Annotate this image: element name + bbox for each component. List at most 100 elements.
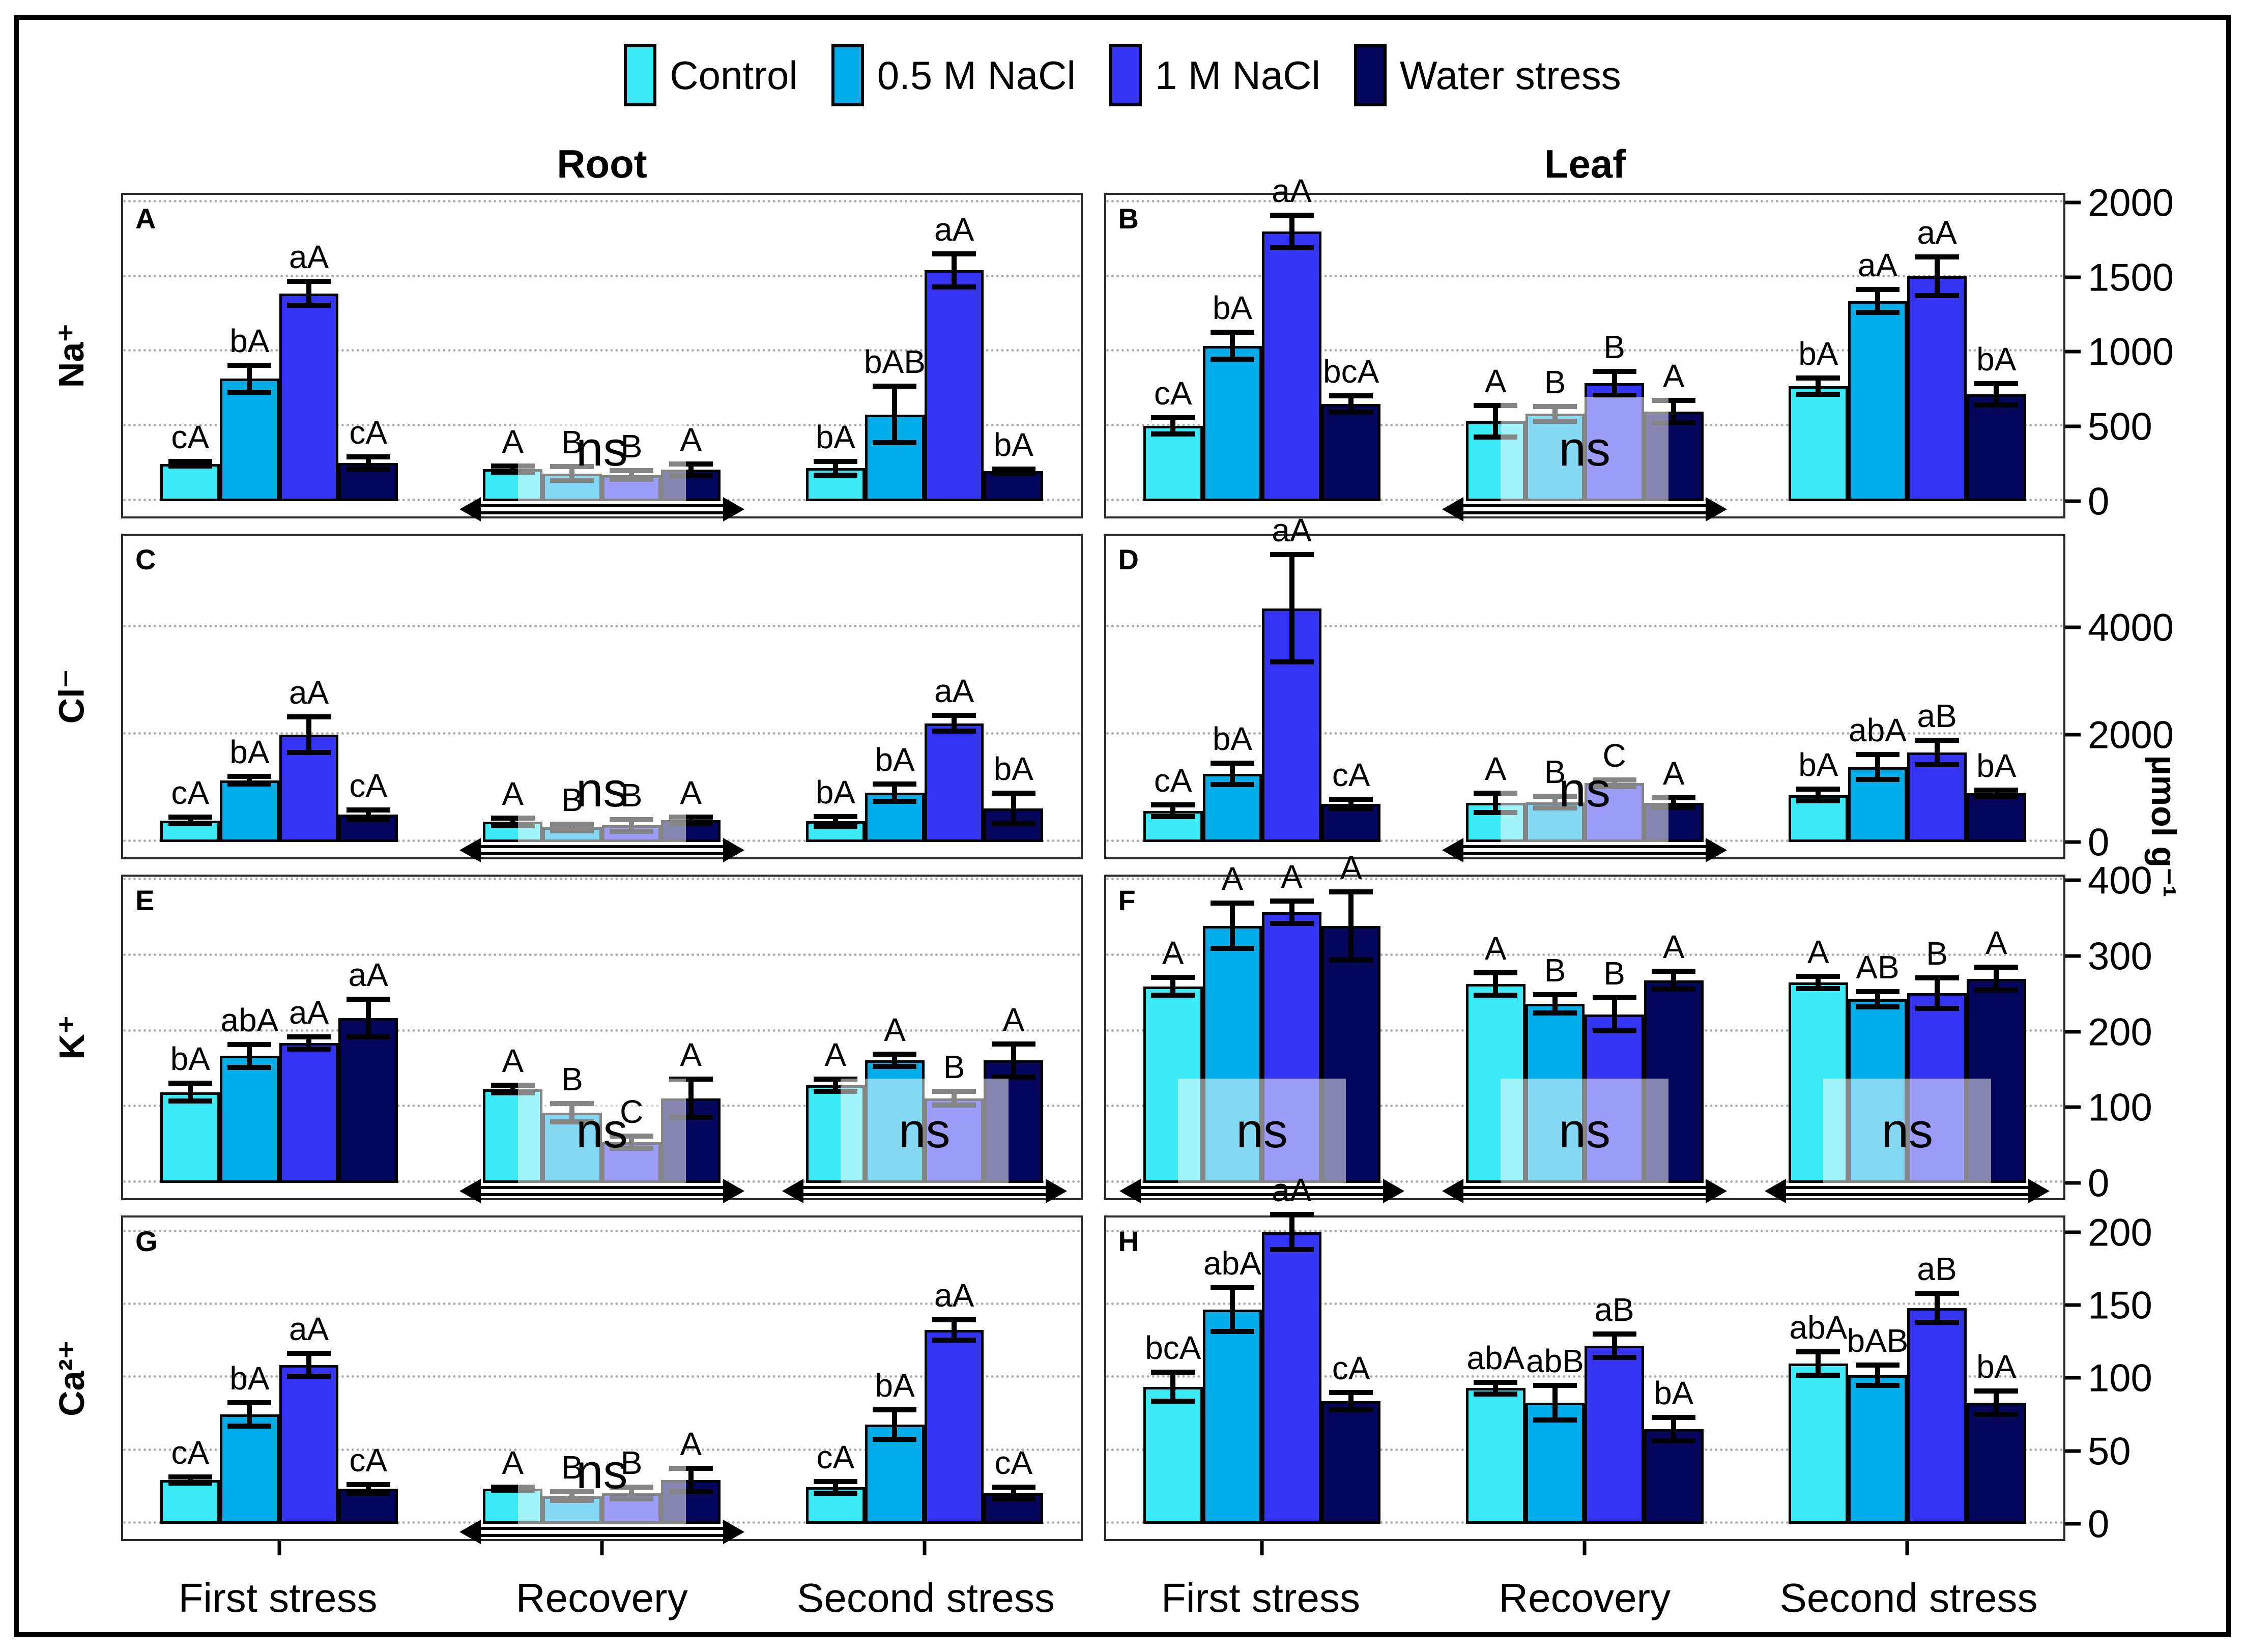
bar bbox=[1143, 1386, 1203, 1524]
error-bar-capb bbox=[287, 1046, 331, 1052]
gridline bbox=[1106, 953, 2063, 957]
gridline bbox=[123, 1029, 1081, 1032]
error-bar-capb bbox=[168, 1480, 212, 1486]
bar bbox=[1202, 1309, 1262, 1524]
error-bar-capt bbox=[227, 774, 272, 779]
error-bar bbox=[669, 461, 713, 479]
error-bar-capb bbox=[1151, 431, 1195, 437]
sig-letter: bA bbox=[993, 426, 1033, 463]
error-bar-capb bbox=[1652, 987, 1696, 992]
y-tick-label: 0 bbox=[2088, 1162, 2110, 1205]
gridline bbox=[1106, 349, 2063, 352]
sig-letter: abB bbox=[1526, 1342, 1584, 1379]
sig-letter: bA bbox=[1212, 720, 1252, 757]
bar bbox=[1848, 1375, 1908, 1524]
error-bar-capt bbox=[1974, 965, 2019, 970]
error-bar-capb bbox=[873, 1436, 917, 1442]
error-bar-stem bbox=[1816, 378, 1821, 395]
error-bar-capb bbox=[227, 1064, 272, 1070]
y-tick-label: 0 bbox=[2088, 480, 2110, 524]
error-bar-capt bbox=[1915, 1291, 1959, 1296]
ns-label: ns bbox=[1501, 738, 1669, 842]
y-tick-label: 500 bbox=[2088, 405, 2152, 449]
sig-letter: bA bbox=[815, 773, 855, 810]
x-axis-label: First stress bbox=[1161, 1575, 1361, 1620]
sig-letter: B bbox=[1544, 951, 1566, 989]
error-bar bbox=[1270, 552, 1314, 665]
bar bbox=[1966, 394, 2026, 501]
bar bbox=[338, 1018, 398, 1183]
error-bar-stem bbox=[832, 1079, 838, 1092]
water-stress-swatch-icon bbox=[1354, 44, 1387, 106]
bar bbox=[1321, 404, 1381, 501]
error-bar-capt bbox=[168, 1080, 212, 1086]
error-bar bbox=[1533, 992, 1577, 1016]
arrow-head-r bbox=[1706, 838, 1728, 862]
sig-letter: bA bbox=[229, 734, 270, 771]
error-bar-capt bbox=[669, 1077, 713, 1082]
error-bar-capb bbox=[287, 749, 331, 755]
error-bar-stem bbox=[832, 1481, 838, 1493]
error-bar-stem bbox=[892, 1410, 898, 1439]
error-bar-capb bbox=[1652, 805, 1696, 810]
error-bar-capt bbox=[1210, 901, 1254, 906]
error-bar bbox=[1474, 790, 1518, 815]
ns-label: ns bbox=[517, 397, 686, 501]
error-bar-stem bbox=[1816, 789, 1821, 801]
error-bar bbox=[1855, 287, 1899, 315]
error-bar-capb bbox=[1533, 1417, 1577, 1423]
y-tick-label: 1000 bbox=[2088, 330, 2174, 374]
y-tick-label: 1500 bbox=[2088, 256, 2174, 300]
error-bar-capt bbox=[1151, 802, 1195, 808]
error-bar-stem bbox=[247, 365, 252, 392]
error-bar-capb bbox=[1474, 809, 1518, 815]
sig-letter: cA bbox=[816, 1438, 855, 1475]
error-bar-capb bbox=[1652, 1438, 1696, 1443]
panel-ca-leaf: H 0 50 100 150 200 bcA abA aA cA abA abB aB bA abA bAB… bbox=[1104, 1174, 2152, 1555]
error-bar-capb bbox=[873, 1064, 917, 1069]
sig-letter: A bbox=[1281, 858, 1303, 895]
ns-arrow bbox=[459, 497, 744, 521]
error-bar-capb bbox=[346, 466, 390, 472]
error-bar-capt bbox=[1796, 1349, 1840, 1354]
error-bar-stem bbox=[1348, 799, 1354, 809]
legend-label: Water stress bbox=[1399, 52, 1621, 98]
sig-letter: A bbox=[680, 774, 702, 811]
y-tick-label: 100 bbox=[2088, 1086, 2152, 1129]
sig-letter: B bbox=[1544, 753, 1566, 791]
x-axis-labels-root: First stress Recovery Second stress bbox=[121, 1556, 1083, 1643]
error-bar bbox=[669, 1077, 713, 1120]
ns-label: ns bbox=[840, 1079, 1009, 1183]
bar bbox=[160, 1092, 220, 1183]
error-bar-capt bbox=[1474, 1379, 1518, 1385]
ns-arrow bbox=[1442, 497, 1728, 521]
sig-letter: abA bbox=[1203, 1244, 1261, 1282]
column-gap bbox=[1083, 193, 1104, 518]
sig-letter: bcA bbox=[1145, 1329, 1201, 1366]
error-bar-stem bbox=[832, 461, 838, 475]
bar bbox=[1202, 345, 1262, 501]
y-tick-label: 50 bbox=[2088, 1430, 2131, 1473]
sig-letter: cA bbox=[1154, 374, 1192, 412]
error-bar-capb bbox=[1533, 1010, 1577, 1016]
error-bar-capt bbox=[991, 466, 1035, 472]
sig-letter: aA bbox=[1917, 214, 1957, 251]
error-bar bbox=[813, 1479, 857, 1496]
error-bar-capt bbox=[1796, 974, 1840, 979]
error-bar-stem bbox=[1170, 977, 1176, 996]
bar bbox=[1644, 1429, 1704, 1524]
error-bar-stem bbox=[306, 1037, 311, 1049]
ns-label: ns bbox=[517, 738, 686, 842]
bar bbox=[1966, 1403, 2026, 1524]
error-bar bbox=[932, 1317, 976, 1343]
column-gap bbox=[1083, 1215, 1104, 1541]
error-bar-stem bbox=[892, 784, 898, 802]
sig-letter: cA bbox=[1332, 1350, 1370, 1386]
error-bar-stem bbox=[1289, 1214, 1294, 1250]
error-bar bbox=[346, 996, 390, 1040]
error-bar bbox=[1915, 737, 1959, 768]
error-bar-capt bbox=[991, 1041, 1035, 1047]
bar bbox=[1907, 752, 1967, 842]
error-bar-stem bbox=[1611, 997, 1617, 1031]
